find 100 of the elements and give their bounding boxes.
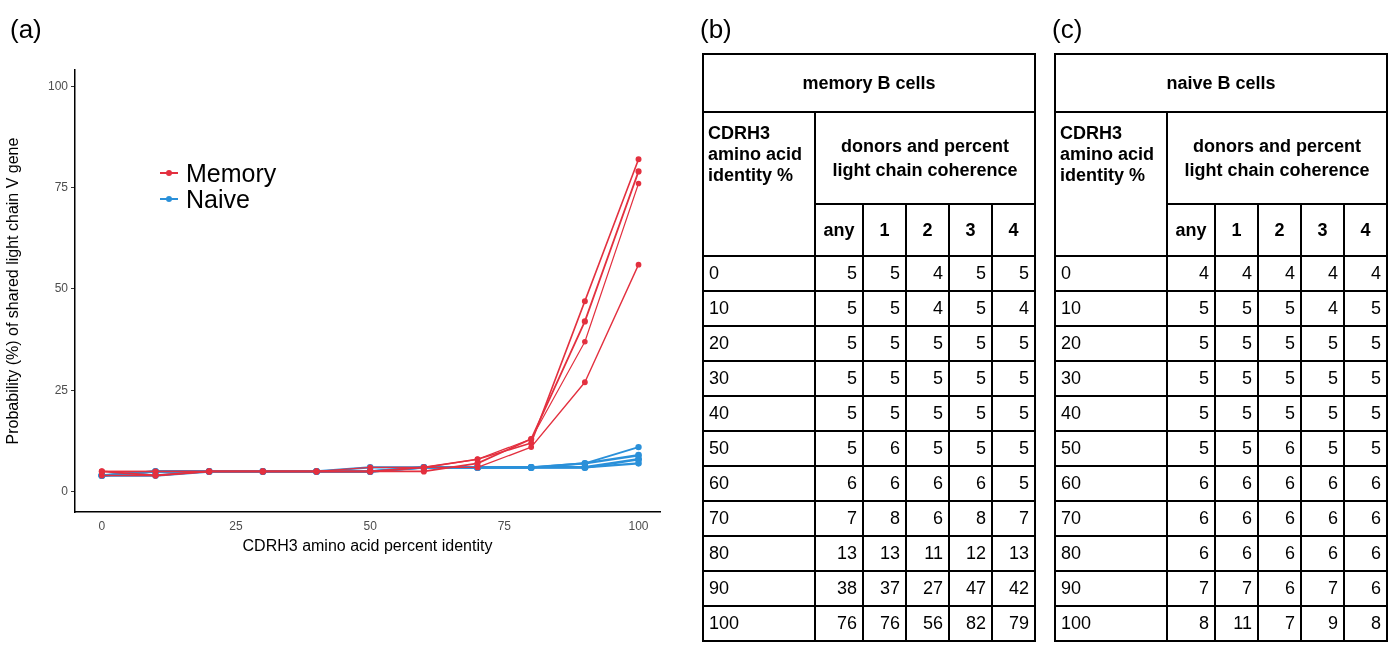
- y-tick-label: 40: [1055, 396, 1167, 431]
- data-label: 5: [1258, 396, 1301, 431]
- data-label: 13: [863, 536, 906, 571]
- data-label: 5: [1344, 326, 1388, 361]
- data-label: 5: [1301, 326, 1344, 361]
- data-label: 5: [949, 291, 992, 326]
- data-label: 5: [906, 361, 949, 396]
- y-tick-label: 70: [703, 501, 815, 536]
- data-label: 4: [1301, 291, 1344, 326]
- text: (a): [10, 14, 42, 45]
- data-label: 6: [1301, 466, 1344, 501]
- x-axis-title: donors and percent light chain coherence: [1167, 112, 1388, 204]
- data-label: 9: [1301, 606, 1344, 641]
- data-label: 4: [992, 291, 1036, 326]
- y-tick-label: 90: [703, 571, 815, 606]
- data-label: 47: [949, 571, 992, 606]
- y-tick-label: 20: [1055, 326, 1167, 361]
- y-tick-label: 10: [703, 291, 815, 326]
- data-label: 5: [949, 326, 992, 361]
- data-label: 11: [1215, 606, 1258, 641]
- y-tick-label: 100: [47, 78, 69, 93]
- y-tick-label: 30: [1055, 361, 1167, 396]
- data-label: 5: [1344, 396, 1388, 431]
- x-tick-label: 75: [497, 518, 512, 533]
- data-label: 5: [863, 361, 906, 396]
- x-axis-title: CDRH3 amino acid percent identity: [242, 536, 493, 554]
- data-label: 6: [1258, 466, 1301, 501]
- data-label: 5: [949, 361, 992, 396]
- data-label: 5: [1301, 361, 1344, 396]
- data-label: 8: [863, 501, 906, 536]
- data-label: 6: [1258, 536, 1301, 571]
- data-label: 7: [815, 501, 863, 536]
- data-label: 37: [863, 571, 906, 606]
- data-label: 6: [1167, 466, 1215, 501]
- data-label: 5: [1167, 326, 1215, 361]
- data-label: 5: [815, 256, 863, 291]
- data-label: 38: [815, 571, 863, 606]
- data-label: 5: [906, 326, 949, 361]
- data-label: 5: [949, 256, 992, 291]
- x-tick-label: any: [815, 204, 863, 256]
- data-label: 7: [1167, 571, 1215, 606]
- y-tick-label: 40: [703, 396, 815, 431]
- data-label: 5: [1301, 396, 1344, 431]
- x-tick-label: 25: [229, 518, 243, 533]
- data-label: 5: [1215, 431, 1258, 466]
- data-label: 8: [949, 501, 992, 536]
- data-label: 79: [992, 606, 1036, 641]
- text: (b): [700, 14, 732, 45]
- data-label: 42: [992, 571, 1036, 606]
- data-label: 6: [1215, 501, 1258, 536]
- y-tick-label: 60: [703, 466, 815, 501]
- data-label: 4: [1167, 256, 1215, 291]
- data-label: 5: [1167, 291, 1215, 326]
- x-tick-label: 4: [992, 204, 1036, 256]
- data-label: 5: [992, 361, 1036, 396]
- data-label: 5: [1301, 431, 1344, 466]
- data-label: 11: [906, 536, 949, 571]
- data-label: 5: [949, 396, 992, 431]
- chart-title: memory B cells: [703, 54, 1036, 112]
- legend-label: Memory: [186, 159, 277, 187]
- x-tick-label: 100: [628, 518, 649, 533]
- data-label: 4: [906, 291, 949, 326]
- x-tick-label: 2: [906, 204, 949, 256]
- data-label: 5: [1258, 326, 1301, 361]
- data-label: 6: [863, 466, 906, 501]
- y-tick-label: 50: [1055, 431, 1167, 466]
- legend-label: Naive: [186, 185, 250, 213]
- data-label: 4: [1215, 256, 1258, 291]
- data-label: 5: [1167, 431, 1215, 466]
- data-label: 5: [1167, 396, 1215, 431]
- y-tick-label: 100: [1055, 606, 1167, 641]
- x-tick-label: 0: [98, 518, 106, 533]
- data-label: 8: [1344, 606, 1388, 641]
- y-tick-label: 20: [703, 326, 815, 361]
- data-label: 6: [1344, 536, 1388, 571]
- data-label: 5: [863, 396, 906, 431]
- data-label: 5: [906, 396, 949, 431]
- data-label: 4: [906, 256, 949, 291]
- data-label: 5: [1167, 361, 1215, 396]
- data-label: 13: [992, 536, 1036, 571]
- y-tick-label: 50: [54, 281, 69, 296]
- data-label: 6: [1258, 501, 1301, 536]
- x-tick-label: 3: [1301, 204, 1344, 256]
- x-tick-label: 4: [1344, 204, 1388, 256]
- x-tick-label: 2: [1258, 204, 1301, 256]
- data-label: 82: [949, 606, 992, 641]
- data-label: 5: [1215, 396, 1258, 431]
- data-label: 6: [906, 466, 949, 501]
- x-tick-label: 1: [1215, 204, 1258, 256]
- data-label: 7: [992, 501, 1036, 536]
- data-label: 5: [1258, 291, 1301, 326]
- data-label: 76: [863, 606, 906, 641]
- y-tick-label: 0: [703, 256, 815, 291]
- y-tick-label: 10: [1055, 291, 1167, 326]
- data-label: 6: [1344, 501, 1388, 536]
- y-tick-label: 60: [1055, 466, 1167, 501]
- data-label: 27: [906, 571, 949, 606]
- data-label: 5: [1215, 291, 1258, 326]
- data-label: 12: [949, 536, 992, 571]
- y-tick-label: 25: [54, 382, 69, 397]
